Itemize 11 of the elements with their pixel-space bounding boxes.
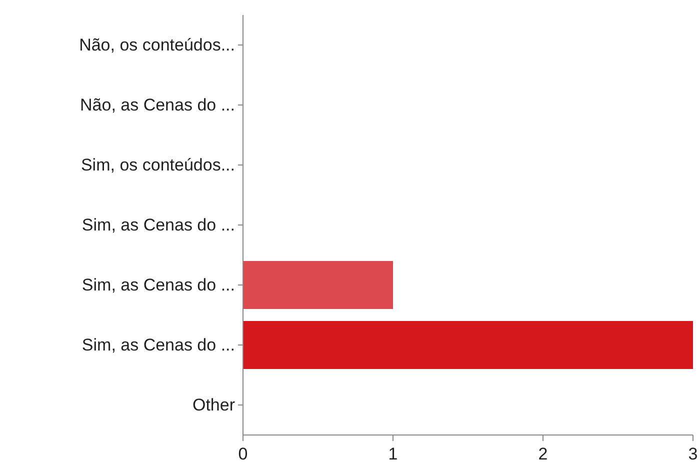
x-tick-label: 2	[538, 444, 548, 464]
y-tick-label: Não, os conteúdos...	[79, 35, 235, 54]
y-tick-label: Sim, os conteúdos...	[80, 155, 235, 174]
y-tick-label: Não, as Cenas do ...	[80, 95, 235, 114]
x-tick-label: 3	[688, 444, 698, 464]
x-tick-label: 1	[388, 444, 398, 464]
y-tick-label: Other	[192, 395, 236, 414]
x-tick-label: 0	[238, 444, 248, 464]
y-tick-label: Sim, as Cenas do ...	[82, 215, 235, 234]
y-tick-label: Sim, as Cenas do ...	[82, 335, 235, 354]
y-tick-label: Sim, as Cenas do ...	[82, 275, 235, 294]
